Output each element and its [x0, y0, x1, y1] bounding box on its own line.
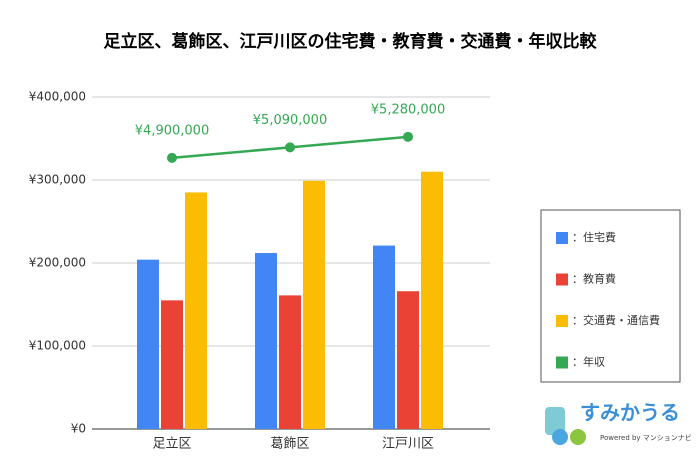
legend-swatch	[556, 273, 568, 286]
y-tick-label: ¥400,000	[29, 90, 86, 104]
x-tick-label: 葛飾区	[270, 437, 309, 452]
y-tick-label: ¥200,000	[29, 256, 86, 270]
data-label: ¥5,090,000	[253, 113, 327, 128]
bar	[421, 171, 443, 429]
legend-label: ：教育費	[572, 272, 616, 286]
bar	[397, 291, 419, 429]
legend-label: ：年収	[572, 355, 605, 369]
line-point	[403, 131, 413, 142]
bar	[279, 295, 301, 429]
bar	[373, 245, 395, 429]
bar	[303, 180, 325, 429]
bar	[255, 253, 277, 429]
x-tick-label: 足立区	[152, 437, 191, 452]
chart-title: 足立区、葛飾区、江戸川区の住宅費・教育費・交通費・年収比較	[104, 31, 598, 52]
line-point	[167, 152, 177, 163]
bar	[185, 192, 207, 429]
logo-icon	[545, 407, 565, 435]
line-point	[285, 142, 295, 153]
bar	[137, 259, 159, 429]
logo-name: すみかうる	[580, 401, 680, 425]
data-label: ¥4,900,000	[135, 123, 209, 138]
legend-swatch	[556, 315, 568, 327]
legend-label: ：交通費・通信費	[572, 313, 660, 327]
logo-icon	[570, 429, 586, 445]
legend-swatch	[556, 356, 568, 369]
legend-label: ：住宅費	[572, 230, 616, 244]
data-label: ¥5,280,000	[371, 102, 445, 117]
logo-tagline: Powered by マンションナビ	[600, 433, 692, 442]
y-tick-label: ¥300,000	[29, 173, 86, 187]
x-tick-label: 江戸川区	[382, 437, 434, 452]
bar	[161, 300, 183, 429]
logo-icon	[552, 429, 568, 445]
legend-swatch	[556, 232, 568, 244]
y-tick-label: ¥0	[71, 422, 86, 436]
logo: すみかうる Powered by マンションナビ	[545, 401, 692, 445]
y-tick-label: ¥100,000	[29, 339, 86, 353]
